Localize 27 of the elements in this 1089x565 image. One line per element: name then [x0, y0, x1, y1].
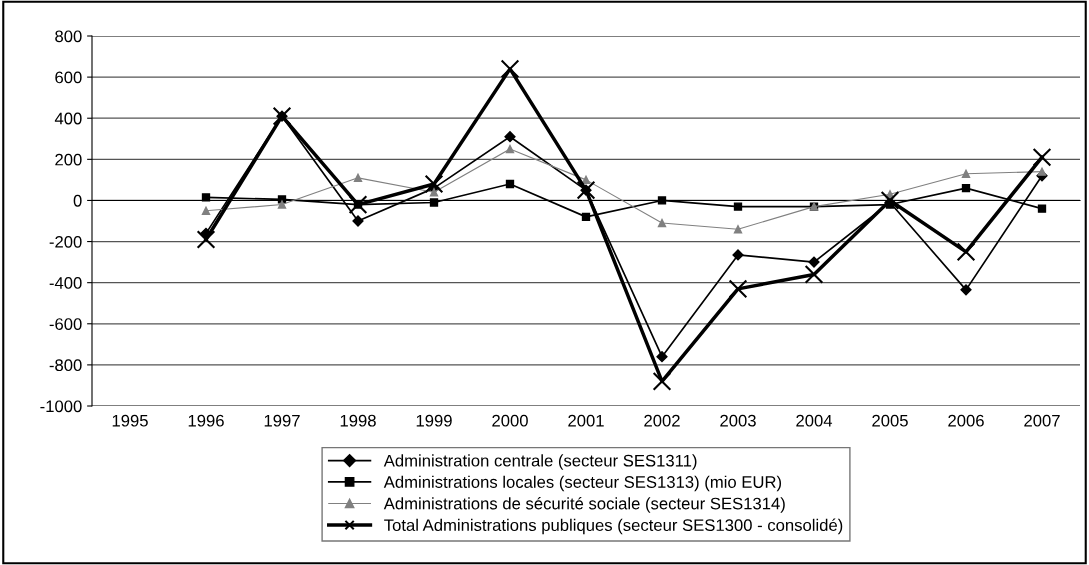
x-tick-label: 2004 [796, 414, 833, 427]
y-tick-label: -1000 [40, 400, 82, 413]
y-tick-label: 600 [55, 71, 82, 84]
legend-label: Total Administrations publiques (secteur SES1300 - consolidé) [384, 518, 843, 535]
x-tick-label: 1996 [188, 414, 224, 427]
x-tick-label: 2005 [872, 414, 908, 427]
x-tick-label: 2007 [1024, 414, 1060, 427]
y-tick-label: -800 [49, 359, 82, 372]
y-tick-label: 0 [73, 194, 82, 207]
x-tick-label: 2001 [568, 414, 604, 427]
y-tick-label: -600 [49, 318, 82, 330]
legend-label: Administrations locales (secteur SES1313) (mio EUR) [383, 475, 782, 492]
y-tick-label: -200 [49, 235, 82, 248]
y-tick-label: 400 [54, 112, 82, 125]
x-tick-label: 1998 [340, 414, 376, 427]
x-tick-label: 2002 [644, 414, 680, 427]
x-tick-label: 2006 [948, 414, 984, 427]
y-tick-label: 200 [55, 153, 82, 166]
x-tick-label: 2000 [492, 414, 528, 427]
x-tick-label: 2003 [720, 414, 756, 427]
legend-label: Administration centrale (secteur SES1311) [383, 454, 697, 470]
y-tick-label: 800 [55, 30, 82, 43]
legend-label: Administrations de sécurité sociale (secteur SES1314) [383, 497, 785, 513]
x-tick-label: 1997 [264, 414, 300, 427]
y-tick-label: -400 [49, 277, 82, 289]
x-tick-label: 1995 [112, 414, 148, 427]
x-tick-label: 1999 [416, 414, 452, 427]
